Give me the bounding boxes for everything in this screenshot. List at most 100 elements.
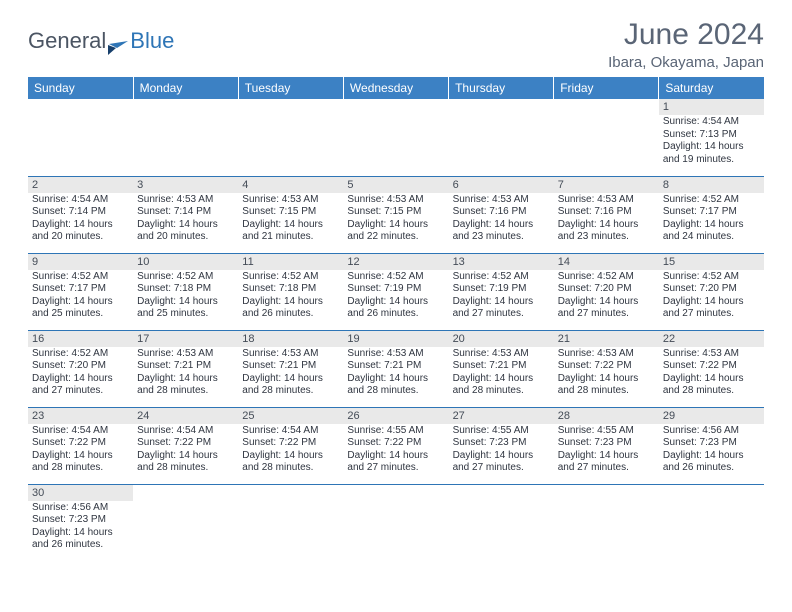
calendar-day-cell: 2Sunrise: 4:54 AMSunset: 7:14 PMDaylight… [28,176,133,253]
calendar-week-row: 23Sunrise: 4:54 AMSunset: 7:22 PMDayligh… [28,407,764,484]
day-number: 8 [659,177,764,193]
day-number: 7 [554,177,659,193]
day-content: Sunrise: 4:55 AMSunset: 7:23 PMDaylight:… [449,424,554,477]
day-content: Sunrise: 4:53 AMSunset: 7:21 PMDaylight:… [238,347,343,400]
day-content: Sunrise: 4:53 AMSunset: 7:21 PMDaylight:… [133,347,238,400]
logo-text-2: Blue [130,28,174,54]
day-content: Sunrise: 4:53 AMSunset: 7:21 PMDaylight:… [449,347,554,400]
day-number: 13 [449,254,554,270]
calendar-day-cell: 22Sunrise: 4:53 AMSunset: 7:22 PMDayligh… [659,330,764,407]
calendar-day-cell [28,99,133,176]
day-number: 25 [238,408,343,424]
day-content: Sunrise: 4:52 AMSunset: 7:20 PMDaylight:… [659,270,764,323]
day-content: Sunrise: 4:56 AMSunset: 7:23 PMDaylight:… [28,501,133,554]
day-content: Sunrise: 4:54 AMSunset: 7:22 PMDaylight:… [238,424,343,477]
day-number: 4 [238,177,343,193]
day-number: 26 [343,408,448,424]
day-number: 10 [133,254,238,270]
day-number: 30 [28,485,133,501]
day-content: Sunrise: 4:56 AMSunset: 7:23 PMDaylight:… [659,424,764,477]
calendar-week-row: 9Sunrise: 4:52 AMSunset: 7:17 PMDaylight… [28,253,764,330]
day-content: Sunrise: 4:53 AMSunset: 7:14 PMDaylight:… [133,193,238,246]
calendar-day-cell: 24Sunrise: 4:54 AMSunset: 7:22 PMDayligh… [133,407,238,484]
day-content: Sunrise: 4:53 AMSunset: 7:15 PMDaylight:… [238,193,343,246]
calendar-day-cell: 8Sunrise: 4:52 AMSunset: 7:17 PMDaylight… [659,176,764,253]
calendar-day-cell: 30Sunrise: 4:56 AMSunset: 7:23 PMDayligh… [28,484,133,561]
calendar-day-cell: 17Sunrise: 4:53 AMSunset: 7:21 PMDayligh… [133,330,238,407]
calendar-day-cell: 3Sunrise: 4:53 AMSunset: 7:14 PMDaylight… [133,176,238,253]
day-content: Sunrise: 4:55 AMSunset: 7:23 PMDaylight:… [554,424,659,477]
calendar-day-cell [449,484,554,561]
day-content: Sunrise: 4:54 AMSunset: 7:22 PMDaylight:… [133,424,238,477]
day-content: Sunrise: 4:53 AMSunset: 7:22 PMDaylight:… [659,347,764,400]
calendar-day-cell [343,99,448,176]
calendar-day-cell: 15Sunrise: 4:52 AMSunset: 7:20 PMDayligh… [659,253,764,330]
day-content: Sunrise: 4:52 AMSunset: 7:19 PMDaylight:… [343,270,448,323]
day-number: 27 [449,408,554,424]
calendar-day-cell: 20Sunrise: 4:53 AMSunset: 7:21 PMDayligh… [449,330,554,407]
day-content: Sunrise: 4:52 AMSunset: 7:17 PMDaylight:… [28,270,133,323]
day-content: Sunrise: 4:53 AMSunset: 7:16 PMDaylight:… [554,193,659,246]
calendar-day-cell: 26Sunrise: 4:55 AMSunset: 7:22 PMDayligh… [343,407,448,484]
day-content: Sunrise: 4:54 AMSunset: 7:13 PMDaylight:… [659,115,764,168]
day-number: 5 [343,177,448,193]
day-number: 9 [28,254,133,270]
calendar-day-cell: 25Sunrise: 4:54 AMSunset: 7:22 PMDayligh… [238,407,343,484]
calendar-day-cell: 4Sunrise: 4:53 AMSunset: 7:15 PMDaylight… [238,176,343,253]
weekday-header: Sunday [28,77,133,99]
calendar-day-cell: 29Sunrise: 4:56 AMSunset: 7:23 PMDayligh… [659,407,764,484]
calendar-day-cell [449,99,554,176]
day-content: Sunrise: 4:55 AMSunset: 7:22 PMDaylight:… [343,424,448,477]
calendar-day-cell [343,484,448,561]
day-number: 3 [133,177,238,193]
calendar-day-cell: 9Sunrise: 4:52 AMSunset: 7:17 PMDaylight… [28,253,133,330]
day-content: Sunrise: 4:53 AMSunset: 7:22 PMDaylight:… [554,347,659,400]
calendar-table: SundayMondayTuesdayWednesdayThursdayFrid… [28,77,764,561]
logo-flag-icon [108,35,128,49]
calendar-day-cell: 1Sunrise: 4:54 AMSunset: 7:13 PMDaylight… [659,99,764,176]
day-number: 19 [343,331,448,347]
calendar-day-cell: 27Sunrise: 4:55 AMSunset: 7:23 PMDayligh… [449,407,554,484]
weekday-header: Monday [133,77,238,99]
day-content: Sunrise: 4:52 AMSunset: 7:18 PMDaylight:… [133,270,238,323]
calendar-day-cell: 28Sunrise: 4:55 AMSunset: 7:23 PMDayligh… [554,407,659,484]
day-content: Sunrise: 4:52 AMSunset: 7:20 PMDaylight:… [554,270,659,323]
title-block: June 2024 Ibara, Okayama, Japan [608,18,764,71]
calendar-week-row: 30Sunrise: 4:56 AMSunset: 7:23 PMDayligh… [28,484,764,561]
month-title: June 2024 [608,18,764,52]
calendar-day-cell [238,484,343,561]
calendar-day-cell [133,99,238,176]
day-number: 11 [238,254,343,270]
day-number: 20 [449,331,554,347]
day-content: Sunrise: 4:53 AMSunset: 7:16 PMDaylight:… [449,193,554,246]
day-number: 29 [659,408,764,424]
day-number: 21 [554,331,659,347]
weekday-header: Wednesday [343,77,448,99]
calendar-day-cell [238,99,343,176]
day-number: 24 [133,408,238,424]
calendar-day-cell: 12Sunrise: 4:52 AMSunset: 7:19 PMDayligh… [343,253,448,330]
calendar-day-cell [554,99,659,176]
weekday-header: Thursday [449,77,554,99]
day-content: Sunrise: 4:54 AMSunset: 7:22 PMDaylight:… [28,424,133,477]
logo: General Blue [28,28,174,54]
day-number: 16 [28,331,133,347]
calendar-day-cell: 10Sunrise: 4:52 AMSunset: 7:18 PMDayligh… [133,253,238,330]
location-label: Ibara, Okayama, Japan [608,54,764,71]
logo-text-1: General [28,28,106,54]
calendar-day-cell: 14Sunrise: 4:52 AMSunset: 7:20 PMDayligh… [554,253,659,330]
day-content: Sunrise: 4:52 AMSunset: 7:18 PMDaylight:… [238,270,343,323]
day-number: 2 [28,177,133,193]
day-number: 6 [449,177,554,193]
calendar-page: General Blue June 2024 Ibara, Okayama, J… [0,0,792,561]
day-content: Sunrise: 4:53 AMSunset: 7:21 PMDaylight:… [343,347,448,400]
day-number: 14 [554,254,659,270]
calendar-day-cell: 13Sunrise: 4:52 AMSunset: 7:19 PMDayligh… [449,253,554,330]
day-number: 1 [659,99,764,115]
calendar-week-row: 2Sunrise: 4:54 AMSunset: 7:14 PMDaylight… [28,176,764,253]
day-number: 15 [659,254,764,270]
weekday-header: Tuesday [238,77,343,99]
day-number: 18 [238,331,343,347]
calendar-day-cell: 18Sunrise: 4:53 AMSunset: 7:21 PMDayligh… [238,330,343,407]
day-content: Sunrise: 4:52 AMSunset: 7:20 PMDaylight:… [28,347,133,400]
